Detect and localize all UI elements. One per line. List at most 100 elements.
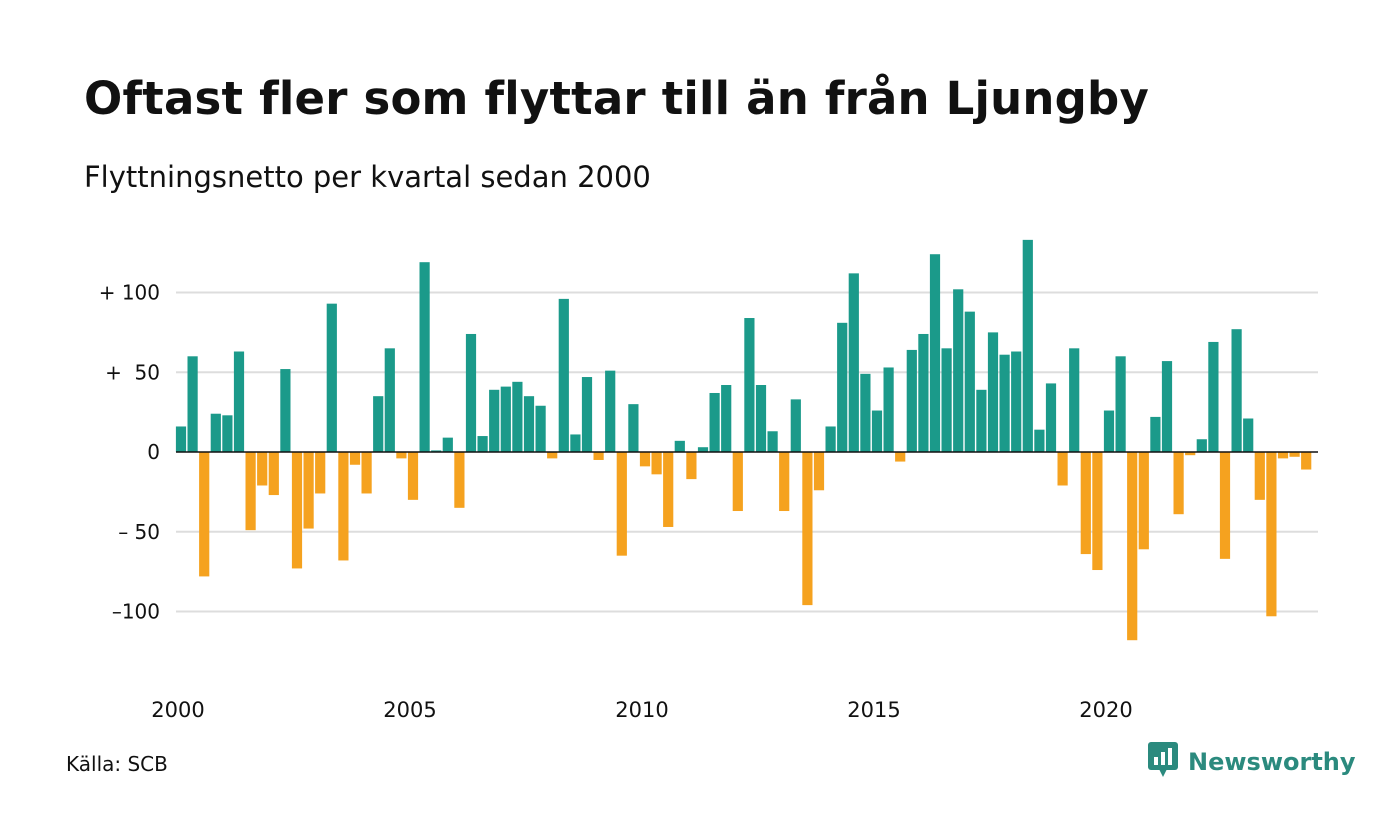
bar [906, 349, 917, 452]
bar [628, 404, 639, 452]
x-tick-label: 2000 [151, 698, 204, 722]
bar [697, 447, 709, 452]
bar [1115, 356, 1126, 452]
bar [593, 452, 604, 460]
bar [953, 289, 964, 452]
bar [1092, 452, 1103, 571]
bar [1103, 410, 1115, 452]
bar [848, 273, 859, 452]
bar [929, 254, 941, 452]
bar [361, 452, 372, 494]
bar [465, 333, 477, 452]
bar [303, 452, 314, 529]
bar [523, 396, 535, 452]
bar [605, 370, 616, 452]
bar [964, 311, 975, 452]
bar [199, 452, 210, 577]
bar [407, 452, 419, 500]
bar [825, 426, 836, 452]
bar [1243, 418, 1254, 452]
bar [1161, 361, 1173, 452]
bar [1080, 452, 1091, 555]
bar [976, 389, 987, 452]
y-tick-label: + 100 [99, 281, 160, 305]
bar [941, 348, 952, 452]
bar [1045, 383, 1057, 452]
bar [1138, 452, 1149, 550]
x-axis-labels: 2000 2005 2010 2015 2020 [151, 698, 1132, 722]
bar [547, 452, 558, 459]
y-tick-label: –100 [112, 600, 160, 624]
bar [790, 399, 801, 452]
bar [767, 431, 778, 452]
bar [686, 452, 697, 480]
y-tick-label: + 50 [105, 360, 160, 384]
bar [442, 437, 453, 452]
bar [187, 356, 198, 452]
x-tick-label: 2010 [615, 698, 668, 722]
chart-title: Oftast fler som flyttar till än från Lju… [84, 72, 1149, 125]
bar [651, 452, 662, 475]
bar [175, 426, 187, 452]
bar [616, 452, 627, 556]
bar [1022, 239, 1033, 452]
bar [755, 385, 767, 452]
bar [860, 373, 871, 453]
bar [233, 351, 245, 452]
bar [268, 452, 279, 496]
bar [1231, 329, 1242, 452]
bar [837, 322, 848, 452]
bar [384, 348, 395, 452]
bar [349, 452, 361, 465]
bar [1034, 429, 1045, 452]
bar [222, 415, 233, 452]
bar [326, 303, 337, 452]
bar [558, 298, 569, 452]
bar [454, 452, 465, 508]
y-tick-label: 0 [147, 440, 160, 464]
y-tick-label: – 50 [118, 520, 160, 544]
bar [477, 436, 488, 452]
bar [744, 318, 755, 452]
bar [813, 452, 825, 491]
bar [999, 354, 1010, 452]
bar [709, 392, 720, 453]
source-note: Källa: SCB [66, 752, 168, 776]
newsworthy-logo-icon [1148, 742, 1178, 782]
bar [918, 333, 929, 452]
chart-subtitle: Flyttningsnetto per kvartal sedan 2000 [84, 160, 651, 194]
bar [210, 413, 221, 452]
bar [245, 452, 256, 531]
bar [674, 440, 685, 452]
bar [987, 332, 999, 453]
y-axis-labels: + 100 + 50 0 – 50 –100 [99, 281, 160, 624]
brand-logo[interactable]: Newsworthy [1148, 742, 1356, 782]
bar [1011, 351, 1022, 452]
bar [1219, 452, 1231, 559]
bar [732, 452, 743, 512]
bar [779, 452, 790, 512]
bar [419, 262, 430, 452]
bar [1173, 452, 1184, 515]
bar [1069, 348, 1080, 452]
bar [396, 452, 407, 459]
bar [1196, 439, 1207, 452]
bar [1301, 452, 1312, 470]
bar [1277, 452, 1289, 459]
bar [871, 410, 883, 452]
bar [1266, 452, 1277, 617]
bar [291, 452, 303, 569]
bar [512, 381, 523, 452]
bar [663, 452, 674, 527]
bar [431, 450, 442, 452]
x-tick-label: 2015 [847, 698, 900, 722]
bar [315, 452, 326, 494]
x-tick-label: 2020 [1079, 698, 1132, 722]
bar [280, 369, 291, 452]
x-tick-label: 2005 [383, 698, 436, 722]
bar [1254, 452, 1265, 500]
bar [373, 396, 384, 452]
bar [257, 452, 268, 486]
bar [570, 434, 581, 452]
